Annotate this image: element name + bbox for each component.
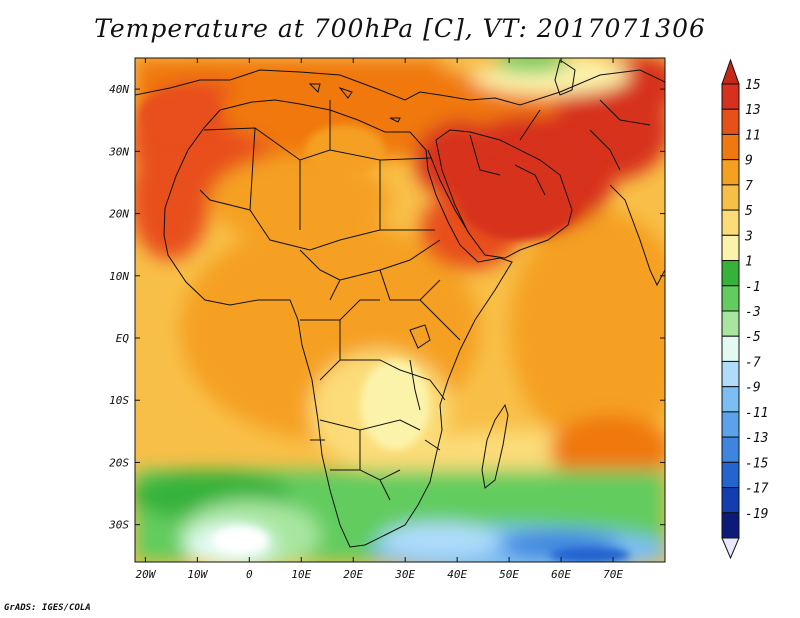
lat-tick-label: 20S xyxy=(109,456,129,469)
colorbar-swatch xyxy=(721,436,740,463)
lon-tick-label: 50E xyxy=(499,568,519,581)
colorbar-label: -5 xyxy=(745,330,761,345)
colorbar-label: -7 xyxy=(745,355,761,370)
colorbar-label: -9 xyxy=(745,381,761,396)
map-frame xyxy=(134,57,666,563)
colorbar-swatch xyxy=(721,411,740,438)
colorbar-swatch xyxy=(721,512,740,539)
colorbar-label: -1 xyxy=(745,280,761,295)
india-outline xyxy=(609,184,665,287)
country-borders xyxy=(199,99,651,501)
colorbar-label: -13 xyxy=(745,431,768,446)
colorbar-label: 3 xyxy=(744,229,753,244)
lat-tick-label: 40N xyxy=(109,83,129,96)
colorbar-label: 9 xyxy=(745,154,753,169)
lon-tick-label: 20E xyxy=(343,568,363,581)
map-title: Temperature at 700hPa [C], VT: 201707130… xyxy=(94,14,706,43)
persian-gulf xyxy=(514,164,546,196)
lon-tick-label: 40E xyxy=(447,568,467,581)
colorbar-low-cap xyxy=(721,537,740,560)
colorbar-swatch xyxy=(721,487,740,514)
colorbar-label: 7 xyxy=(745,179,753,194)
lake-tanganyika xyxy=(409,359,421,411)
colorbar-swatch xyxy=(721,184,740,211)
arabia-outline xyxy=(435,129,573,259)
colorbar-swatch xyxy=(721,360,740,388)
lon-tick-label: 70E xyxy=(603,568,623,581)
mediterranean-islands xyxy=(308,83,401,123)
caspian-sea xyxy=(554,59,576,96)
colorbar-swatch xyxy=(721,335,740,362)
colorbar-swatch xyxy=(721,386,740,413)
lon-tick-label: 10E xyxy=(291,568,311,581)
colorbar-swatch xyxy=(721,310,740,337)
colorbar-label: -19 xyxy=(745,507,768,522)
lon-tick-label: 30E xyxy=(394,568,415,581)
coastlines-and-borders xyxy=(135,59,665,548)
colorbar-swatch xyxy=(721,234,740,262)
lon-tick-label: 60E xyxy=(551,568,571,581)
colorbar: 15 13 11 9 7 5 3 1 -1 -3 -5 -7 -9 -11 -13 -15 -17 -19 xyxy=(721,58,769,560)
lat-tick-label: 30S xyxy=(108,519,129,532)
colorbar-label: -15 xyxy=(745,456,769,471)
lat-tick-label: 10N xyxy=(109,270,129,283)
lat-tick-label: 20N xyxy=(109,208,129,221)
colorbar-label: 5 xyxy=(745,204,753,219)
lon-tick-label: 0 xyxy=(246,568,253,581)
colorbar-swatch xyxy=(721,209,740,236)
colorbar-swatch xyxy=(721,285,740,312)
madagascar-outline xyxy=(481,403,509,489)
colorbar-label: 15 xyxy=(745,78,761,93)
africa-coastline xyxy=(163,99,513,548)
red-sea xyxy=(427,149,471,236)
colorbar-label: 1 xyxy=(745,255,753,270)
colorbar-label: -11 xyxy=(745,406,768,421)
lake-victoria xyxy=(409,324,431,349)
colorbar-label: -17 xyxy=(745,482,769,497)
lon-tick-label: 10W xyxy=(187,568,208,581)
lon-tick-label: 20W xyxy=(135,568,156,581)
lat-tick-label: EQ xyxy=(116,332,130,345)
colorbar-high-cap xyxy=(721,58,740,85)
colorbar-swatch xyxy=(721,461,740,489)
colorbar-swatch xyxy=(721,159,740,186)
colorbar-swatch xyxy=(721,83,740,110)
grads-credit: GrADS: IGES/COLA xyxy=(4,603,91,613)
europe-coast xyxy=(135,69,665,106)
colorbar-label: -3 xyxy=(745,305,761,320)
colorbar-swatch xyxy=(721,108,740,135)
colorbar-swatch xyxy=(721,260,740,287)
colorbar-label: 11 xyxy=(745,128,761,143)
temperature-field xyxy=(135,58,665,562)
lat-tick-label: 30N xyxy=(108,145,129,158)
colorbar-label: 13 xyxy=(745,103,761,118)
map-axes: 20W 10W 0 10E 20E 30E 40E 50E 60E 70E 40N 30N 20N 10N… xyxy=(108,58,665,581)
lat-tick-label: 10S xyxy=(109,394,129,407)
colorbar-swatch xyxy=(721,133,740,161)
